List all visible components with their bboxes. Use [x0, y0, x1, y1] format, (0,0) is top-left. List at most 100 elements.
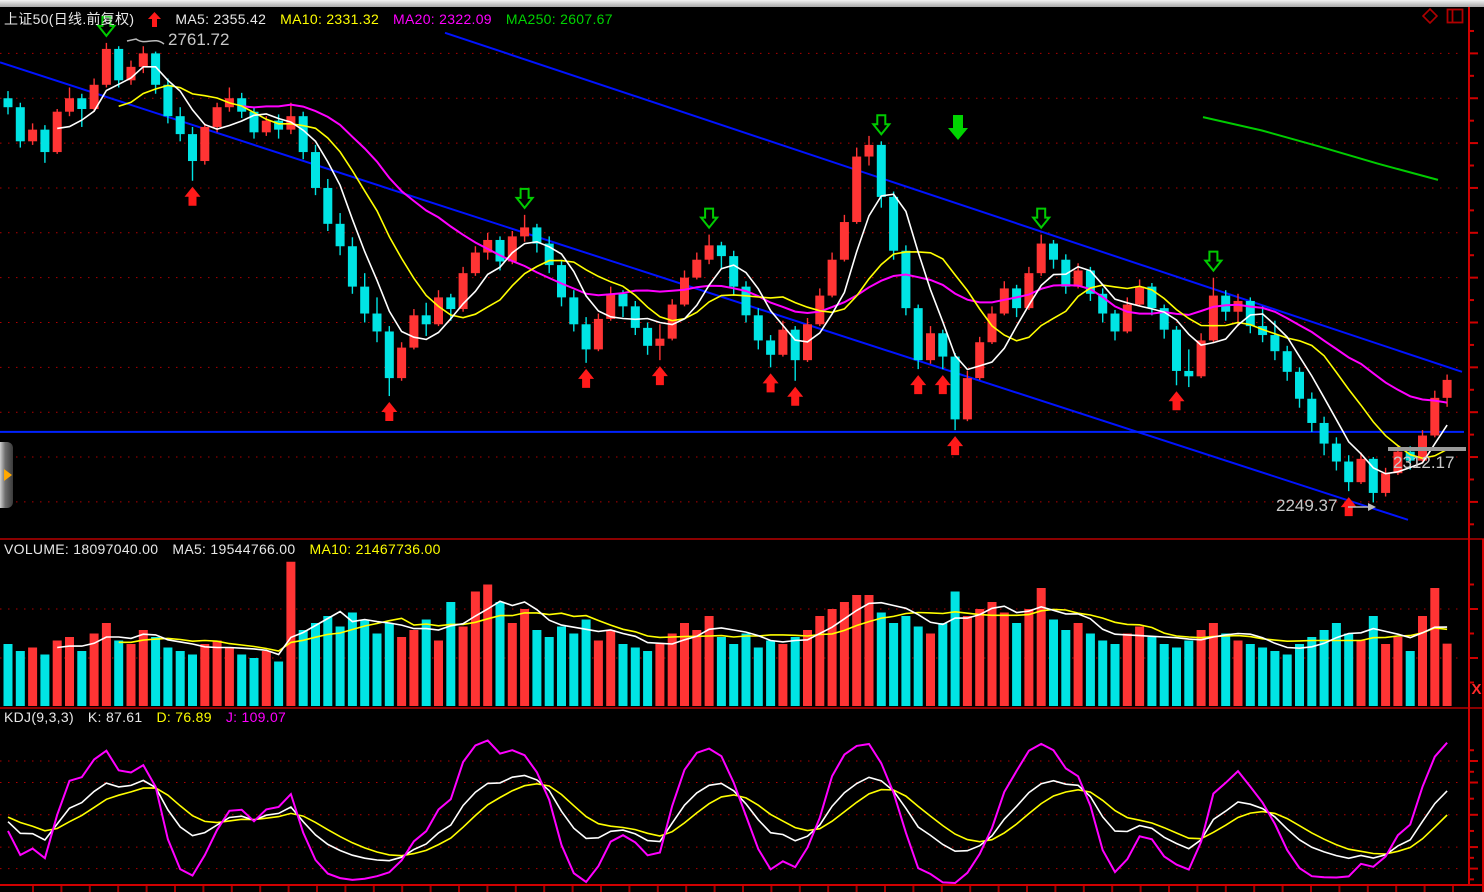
candle-body — [1159, 308, 1169, 330]
buy-signal-arrow-icon — [184, 186, 201, 206]
volume-bar — [212, 640, 222, 706]
volume-bar — [384, 623, 394, 706]
candle-body — [237, 98, 247, 112]
candle-body — [569, 297, 579, 325]
candle-body — [1307, 398, 1317, 423]
candle-body — [1024, 273, 1034, 309]
volume-bar — [397, 637, 407, 706]
candle-body — [470, 252, 480, 274]
volume-bar — [876, 612, 886, 706]
ma10-value: MA10: 2331.32 — [280, 11, 380, 27]
sell-signal-arrow-icon — [699, 207, 720, 230]
candle-body — [913, 308, 923, 361]
volume-bar — [1282, 654, 1292, 706]
trendline — [0, 61, 1409, 521]
volume-bar — [1184, 640, 1194, 706]
candle-body — [163, 84, 173, 117]
buy-signal-arrow-icon — [910, 375, 927, 395]
volume-bar — [1295, 644, 1304, 706]
volume-bar — [864, 595, 874, 706]
candle-body — [28, 129, 38, 142]
candle-body — [1270, 335, 1280, 352]
window-pane-icon[interactable] — [1446, 8, 1464, 24]
volume-bar — [1061, 630, 1071, 706]
volume-bar — [126, 644, 136, 706]
volume-bar — [261, 651, 271, 706]
candle-body — [1172, 329, 1181, 371]
volume-bar — [1098, 640, 1108, 706]
candle-body — [151, 53, 161, 85]
volume-bar — [1368, 616, 1378, 706]
volume-bar — [249, 658, 259, 706]
candle-body — [126, 66, 136, 81]
volume-bar — [1356, 640, 1366, 706]
kdj-j-value: J: 109.07 — [225, 709, 287, 725]
volume-bar — [188, 654, 197, 706]
volume-bar — [1418, 616, 1427, 706]
candle-body — [790, 329, 800, 361]
volume-bar — [901, 616, 911, 706]
volume-bar — [975, 609, 985, 706]
ma10-line — [118, 84, 1448, 460]
volume-bar — [1024, 609, 1034, 706]
volume-bar — [852, 595, 862, 706]
volume-bar — [421, 619, 431, 706]
up-arrow-icon — [148, 11, 162, 27]
volume-bar — [1381, 644, 1391, 706]
candle-body — [1110, 313, 1120, 332]
candle-body — [3, 98, 13, 108]
candle-body — [704, 245, 714, 260]
kdj-plot-area[interactable] — [0, 709, 1469, 885]
candle-body — [544, 243, 554, 266]
volume-bar — [1393, 637, 1403, 706]
buy-signal-arrow-icon — [578, 368, 595, 388]
volume-bar — [495, 602, 505, 706]
volume-bar — [3, 644, 13, 706]
volume-plot-area[interactable] — [0, 540, 1469, 708]
candle-body — [15, 107, 25, 142]
volume-bar — [114, 640, 124, 706]
candle-body — [987, 313, 997, 343]
volume-bar — [1172, 647, 1181, 706]
volume-bar — [286, 561, 296, 706]
volume-bar — [680, 623, 689, 706]
sidebar-expand-tab[interactable] — [0, 442, 13, 508]
candle-body — [384, 331, 394, 379]
candle-body — [815, 295, 825, 325]
main-chart-plot-area[interactable] — [0, 22, 1469, 538]
candle-body — [409, 315, 419, 348]
candle-body — [1356, 458, 1366, 483]
candle-body — [188, 134, 197, 162]
volume-bar — [827, 609, 837, 706]
volume-bar — [163, 647, 173, 706]
sell-signal-arrow-icon — [1031, 207, 1052, 230]
candle-body — [1098, 293, 1108, 314]
candle-body — [680, 277, 689, 305]
volume-bar — [569, 633, 579, 706]
candle-body — [1319, 422, 1329, 444]
volume-bar — [643, 651, 653, 706]
close-volume-pane-button[interactable]: X — [1471, 681, 1482, 698]
diamond-icon[interactable] — [1422, 8, 1438, 24]
volume-value: VOLUME: 18097040.00 — [4, 541, 159, 557]
candle-body — [52, 111, 62, 153]
volume-bar — [667, 633, 677, 706]
ma5-value: MA5: 2355.42 — [175, 11, 267, 27]
volume-bar — [1233, 640, 1243, 706]
candle-body — [926, 333, 935, 361]
candle-body — [1258, 326, 1268, 336]
candle-body — [1393, 451, 1403, 474]
candle-body — [1147, 286, 1157, 309]
volume-bar — [913, 626, 923, 706]
volume-ma5-line — [57, 600, 1448, 656]
volume-bar — [803, 630, 812, 706]
buy-signal-arrow-icon — [947, 436, 964, 456]
volume-bar — [1331, 623, 1341, 706]
candle-body — [65, 98, 74, 112]
volume-bar — [28, 647, 38, 706]
volume-bar — [520, 609, 530, 706]
volume-bar — [950, 591, 960, 706]
candle-body — [249, 111, 259, 133]
volume-bar — [1110, 644, 1120, 706]
